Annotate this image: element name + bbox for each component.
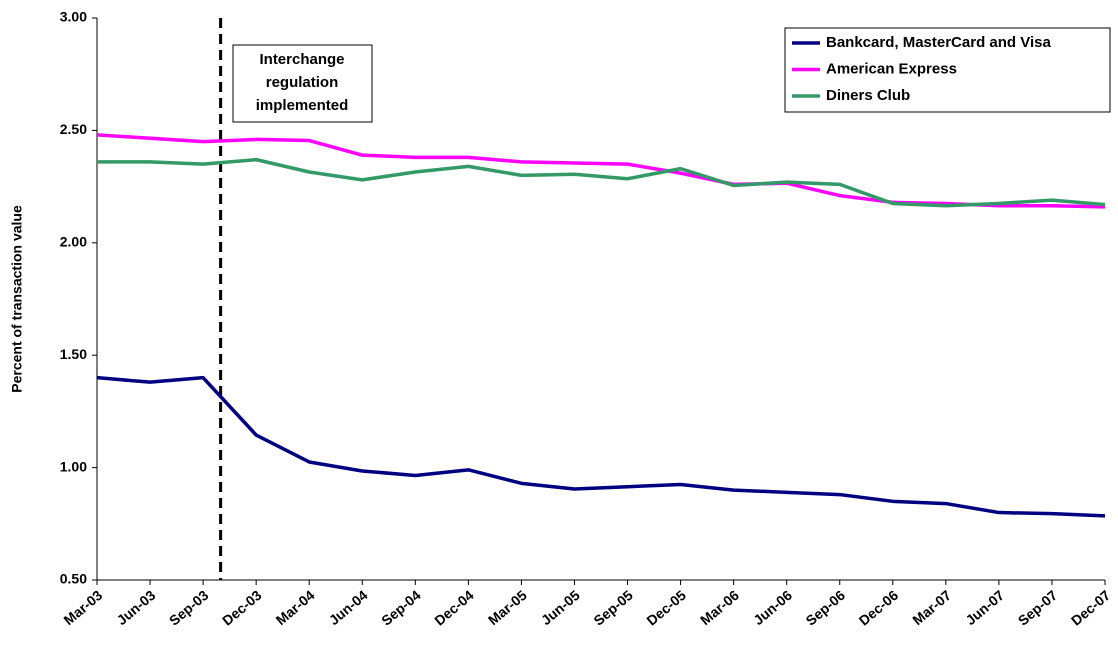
y-tick-label: 1.50 (60, 346, 87, 362)
series-line (96, 375, 1106, 518)
legend-box (784, 27, 1111, 113)
x-tick-label: Sep-04 (378, 587, 424, 629)
x-tick-label: Sep-05 (590, 587, 636, 629)
x-tick-label: Jun-06 (750, 587, 795, 628)
x-tick-label: Mar-07 (909, 587, 954, 628)
x-tick-label: Jun-03 (114, 587, 159, 628)
series-line (96, 133, 1106, 209)
y-tick-label: 1.00 (60, 458, 87, 474)
y-tick-label: 3.00 (60, 9, 87, 25)
x-tick-label: Mar-03 (60, 587, 105, 628)
x-tick-label: Mar-04 (273, 587, 318, 628)
annotation-text: Interchange (259, 51, 344, 68)
x-tick-label: Sep-03 (166, 587, 212, 629)
annotation-text: implemented (256, 97, 349, 114)
x-tick-label: Dec-04 (431, 587, 477, 629)
x-tick-label: Sep-07 (1015, 587, 1061, 629)
x-tick-label: Dec-03 (219, 587, 265, 629)
x-tick-label: Mar-05 (485, 587, 530, 628)
y-tick-label: 0.50 (60, 571, 87, 587)
legend-label: American Express (826, 60, 957, 77)
x-tick-label: Jun-05 (538, 587, 583, 628)
annotation-box (232, 44, 373, 123)
legend-label: Diners Club (826, 87, 910, 104)
x-tick-label: Sep-06 (803, 587, 849, 629)
x-tick-label: Jun-07 (962, 587, 1007, 628)
x-tick-label: Dec-07 (1068, 587, 1114, 629)
annotation-text: regulation (266, 74, 339, 91)
x-tick-label: Dec-06 (856, 587, 902, 629)
y-axis-label: Percent of transaction value (9, 205, 25, 393)
x-tick-label: Jun-04 (326, 587, 371, 628)
legend-label: Bankcard, MasterCard and Visa (826, 34, 1051, 51)
x-tick-label: Mar-06 (697, 587, 742, 628)
y-tick-label: 2.00 (60, 234, 87, 250)
y-tick-label: 2.50 (60, 121, 87, 137)
x-tick-label: Dec-05 (643, 587, 689, 629)
series-line (97, 157, 1106, 208)
